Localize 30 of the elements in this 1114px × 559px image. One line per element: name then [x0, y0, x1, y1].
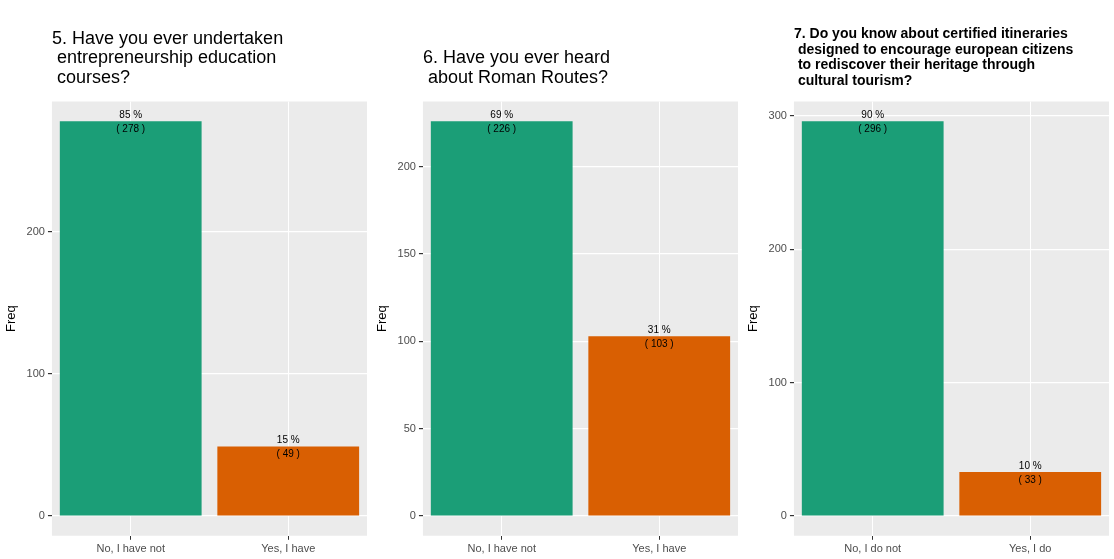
y-axis-title: Freq — [745, 305, 761, 333]
y-tick-label: 150 — [397, 247, 416, 260]
x-tick-label: Yes, I have — [261, 542, 316, 555]
y-tick-label: 0 — [409, 509, 416, 522]
x-tick-label: No, I have not — [96, 542, 165, 555]
y-axis-title: Freq — [3, 305, 19, 333]
y-axis-title: Freq — [374, 305, 390, 333]
x-tick-label: Yes, I have — [632, 542, 687, 555]
y-tick-label: 100 — [397, 334, 416, 347]
data-label: 90 % ( 296 ) — [858, 109, 888, 135]
y-tick-label: 0 — [780, 509, 787, 522]
chart-title: 7. Do you know about certified itineraries designed to encourage european citizens to rediscover their heritage through cultural tourism? — [794, 25, 1074, 90]
y-tick-label: 200 — [26, 225, 45, 238]
y-tick-label: 50 — [403, 421, 416, 434]
x-tick-label: Yes, I do — [1009, 542, 1052, 555]
data-label: 69 % ( 226 ) — [487, 109, 517, 135]
data-label: 15 % ( 49 ) — [276, 434, 300, 460]
y-tick-label: 100 — [768, 375, 787, 388]
y-tick-label: 200 — [768, 242, 787, 255]
chart-title: 5. Have you ever undertaken entrepreneurship education courses? — [52, 27, 284, 90]
data-label: 31 % ( 103 ) — [644, 324, 674, 350]
data-label: 85 % ( 278 ) — [116, 109, 146, 135]
y-tick-label: 200 — [397, 159, 416, 172]
data-label: 10 % ( 33 ) — [1018, 460, 1042, 486]
chart-title: 6. Have you ever heard about Roman Routes? — [423, 47, 611, 90]
y-tick-label: 300 — [768, 109, 787, 122]
x-tick-label: No, I have not — [467, 542, 536, 555]
y-tick-label: 0 — [38, 509, 45, 522]
x-tick-label: No, I do not — [844, 542, 902, 555]
y-tick-label: 100 — [26, 367, 45, 380]
